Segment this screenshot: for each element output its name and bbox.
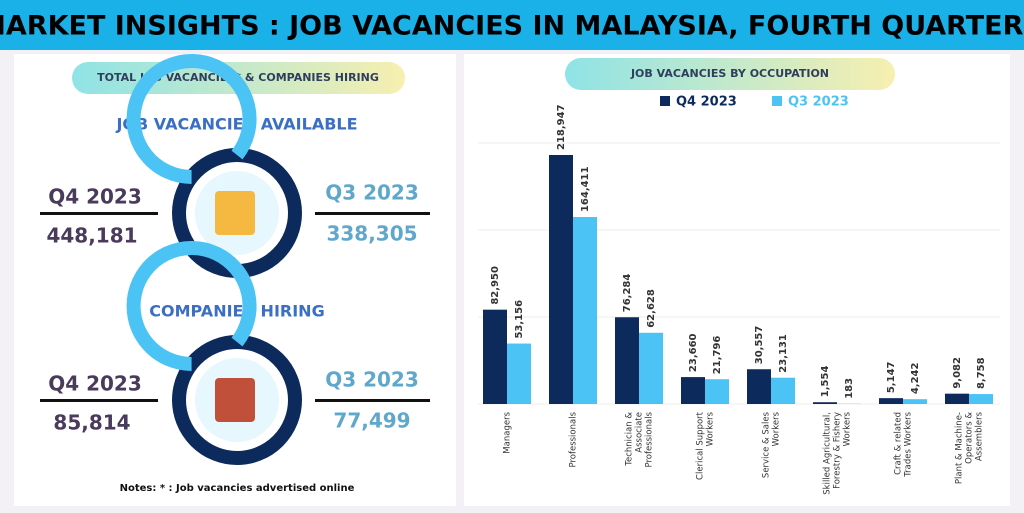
q4-value: 85,814 — [53, 411, 130, 435]
divider — [40, 212, 158, 215]
q4-label: Q4 2023 — [48, 372, 142, 396]
value-label: 23,660 — [688, 333, 699, 372]
value-label: 76,284 — [622, 274, 633, 313]
value-label: 62,628 — [646, 289, 657, 328]
legend-label: Q4 2023 — [676, 95, 737, 110]
divider — [40, 399, 158, 402]
bar — [879, 398, 903, 404]
bar — [945, 393, 969, 404]
x-tick-label: Technician & — [625, 412, 635, 467]
value-label: 183 — [844, 378, 855, 399]
x-tick-label: Plant & Machine- — [955, 412, 965, 484]
q3-value: 338,305 — [326, 222, 417, 246]
x-tick-label: Craft & related — [894, 412, 904, 475]
bar — [549, 155, 573, 404]
legend-swatch — [772, 96, 782, 106]
x-tick-label: Professionals — [645, 411, 655, 467]
q4-value: 448,181 — [46, 224, 137, 248]
x-tick-label: Service & Sales — [762, 411, 772, 478]
bar — [615, 317, 639, 404]
bar — [573, 217, 597, 404]
value-label: 4,242 — [910, 363, 921, 395]
bar — [705, 379, 729, 404]
value-label: 8,758 — [976, 357, 987, 389]
chart-title-pill — [565, 58, 895, 90]
legend-label: Q3 2023 — [788, 95, 849, 110]
chart-title: JOB VACANCIES BY OCCUPATION — [630, 67, 829, 80]
bar — [507, 343, 531, 404]
x-tick-label: Clerical Support — [696, 411, 706, 480]
note: Notes: * : Job vacancies advertised onli… — [120, 483, 355, 494]
value-label: 9,082 — [952, 357, 963, 389]
bar — [813, 402, 837, 404]
q4-label: Q4 2023 — [48, 185, 142, 209]
bar — [639, 332, 663, 404]
bar — [903, 399, 927, 404]
right-panel — [464, 54, 1010, 506]
value-label: 21,796 — [712, 336, 723, 375]
bar — [681, 377, 705, 404]
bar — [771, 377, 795, 404]
section-heading: JOB VACANCIES AVAILABLE — [115, 115, 357, 134]
x-tick-label: Workers — [772, 411, 782, 446]
q3-value: 77,499 — [333, 409, 410, 433]
header-band — [0, 0, 1024, 50]
donut-arc — [126, 53, 257, 184]
value-label: 30,557 — [754, 326, 765, 365]
x-tick-label: Managers — [503, 411, 513, 453]
value-label: 53,156 — [514, 300, 525, 339]
x-tick-label: Operators & — [965, 412, 975, 464]
bar — [747, 369, 771, 404]
value-label: 82,950 — [490, 266, 501, 305]
icon — [215, 378, 255, 422]
legend-swatch — [660, 96, 670, 106]
x-tick-label: Professionals — [569, 411, 579, 467]
value-label: 164,411 — [580, 166, 591, 212]
x-tick-label: Assemblers — [975, 411, 985, 461]
icon — [215, 191, 255, 235]
divider — [315, 212, 430, 215]
x-tick-label: Associate — [635, 412, 645, 453]
divider — [315, 399, 430, 402]
x-tick-label: Trades Workers — [904, 411, 914, 477]
value-label: 5,147 — [886, 361, 897, 393]
x-tick-label: Workers — [706, 411, 716, 446]
q3-label: Q3 2023 — [325, 181, 419, 205]
value-label: 23,131 — [778, 334, 789, 373]
bar — [483, 309, 507, 404]
bar — [969, 394, 993, 404]
section-heading: COMPANIES HIRING — [149, 302, 324, 321]
header-title: JOB MARKET INSIGHTS : JOB VACANCIES IN M… — [0, 11, 1024, 42]
value-label: 1,554 — [820, 366, 831, 398]
x-tick-label: Forestry & Fishery — [833, 412, 843, 489]
donut-arc — [126, 240, 257, 371]
q3-label: Q3 2023 — [325, 368, 419, 392]
x-tick-label: Skilled Agricultural, — [823, 412, 833, 495]
value-label: 218,947 — [556, 104, 567, 150]
x-tick-label: Workers — [843, 411, 853, 446]
